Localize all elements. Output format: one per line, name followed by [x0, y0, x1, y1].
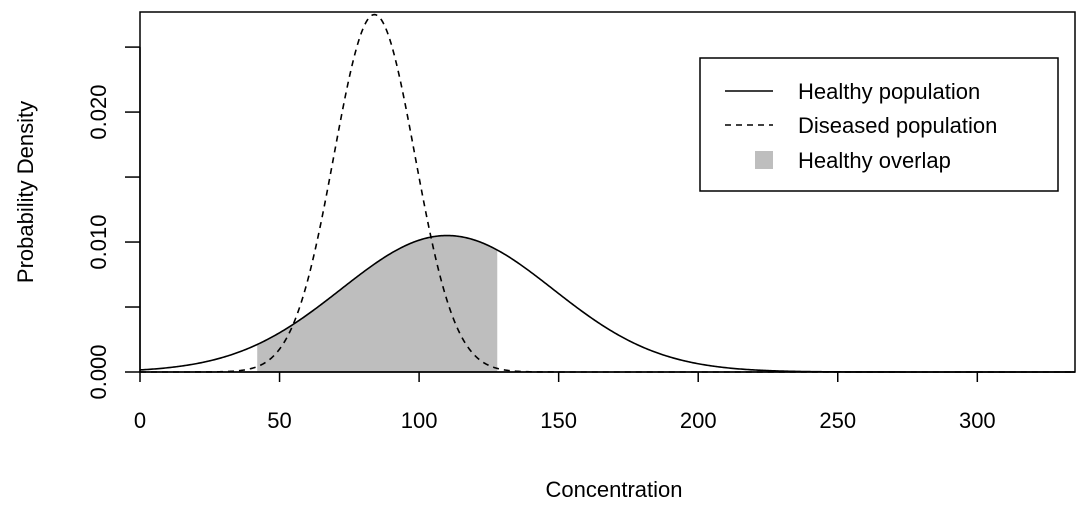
- y-tick-label: 0.000: [86, 344, 111, 399]
- legend-label-healthy: Healthy population: [798, 79, 980, 104]
- x-axis-title: Concentration: [546, 477, 683, 502]
- y-tick-label: 0.020: [86, 85, 111, 140]
- legend-label-diseased: Diseased population: [798, 113, 997, 138]
- y-axis-title: Probability Density: [13, 101, 38, 283]
- x-tick-label: 100: [401, 408, 438, 433]
- legend-label-overlap: Healthy overlap: [798, 148, 951, 173]
- shaded-region-layer: [257, 235, 498, 372]
- legend: Healthy population Diseased population H…: [699, 57, 1059, 192]
- x-tick-label: 50: [267, 408, 291, 433]
- legend-swatch-overlap: [755, 151, 773, 169]
- x-tick-label: 300: [959, 408, 996, 433]
- x-tick-label: 0: [134, 408, 146, 433]
- x-tick-label: 200: [680, 408, 717, 433]
- shaded-overlap-area: [257, 235, 498, 372]
- x-tick-label: 250: [819, 408, 856, 433]
- y-axis: 0.000 0.010 0.020: [86, 46, 141, 400]
- y-tick-label: 0.010: [86, 215, 111, 270]
- x-tick-label: 150: [540, 408, 577, 433]
- x-axis: 0 50 100 150 200 250 300: [134, 371, 1075, 433]
